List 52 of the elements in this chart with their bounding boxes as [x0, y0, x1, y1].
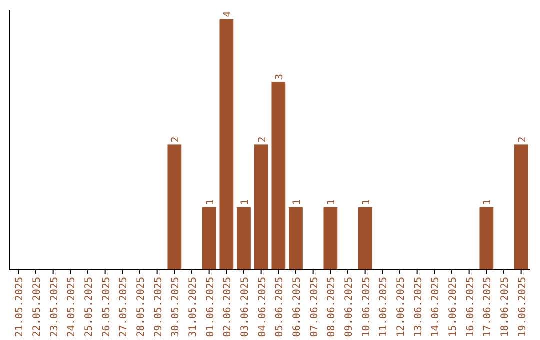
- x-tick-label: 15.06.2025: [448, 277, 459, 338]
- bar: [220, 19, 234, 270]
- bar: [237, 207, 251, 270]
- data-label: 2: [257, 136, 268, 143]
- x-tick-label: 08.06.2025: [326, 277, 338, 338]
- data-label: 1: [482, 199, 494, 206]
- data-label: 2: [517, 136, 528, 143]
- x-tick-label: 24.05.2025: [66, 277, 78, 338]
- x-tick-label: 07.06.2025: [309, 277, 320, 338]
- x-tick-label: 29.05.2025: [153, 277, 164, 338]
- bar: [358, 207, 372, 270]
- x-tick-label: 03.06.2025: [240, 277, 251, 338]
- x-tick-label: 31.05.2025: [188, 277, 199, 338]
- x-tick-label: 05.06.2025: [274, 277, 286, 338]
- bar: [254, 144, 268, 270]
- x-tick-label: 13.06.2025: [413, 277, 424, 338]
- x-tick-label: 14.06.2025: [430, 277, 442, 338]
- x-tick-label: 02.06.2025: [222, 277, 234, 338]
- x-tick-label: 30.05.2025: [170, 277, 182, 338]
- x-tick-label: 06.06.2025: [292, 277, 303, 338]
- bar: [272, 82, 286, 270]
- x-tick-label: 28.05.2025: [136, 277, 147, 338]
- data-label: 1: [205, 199, 216, 206]
- data-label: 4: [222, 11, 234, 18]
- x-tick-label: 25.05.2025: [84, 277, 95, 338]
- x-tick-label: 16.06.2025: [465, 277, 476, 338]
- x-tick-label: 23.05.2025: [49, 277, 60, 338]
- x-tick-label: 18.06.2025: [500, 277, 511, 338]
- bar: [289, 207, 303, 270]
- data-label: 1: [326, 199, 338, 206]
- x-tick-label: 19.06.2025: [517, 277, 528, 338]
- x-tick-label: 11.06.2025: [378, 277, 390, 338]
- bar: [514, 144, 528, 270]
- x-tick-label: 09.06.2025: [344, 277, 355, 338]
- bar: [480, 207, 494, 270]
- x-tick-label: 21.05.2025: [14, 277, 26, 338]
- data-label: 2: [170, 136, 182, 143]
- data-label: 3: [274, 74, 286, 80]
- data-label: 1: [292, 199, 303, 206]
- x-tick-label: 10.06.2025: [361, 277, 372, 338]
- bar: [324, 207, 338, 270]
- bar: [168, 144, 182, 270]
- data-label: 1: [361, 199, 372, 206]
- x-tick-label: 22.05.2025: [32, 277, 43, 338]
- x-tick-label: 01.06.2025: [205, 277, 216, 338]
- x-tick-label: 26.05.2025: [101, 277, 112, 338]
- bar: [202, 207, 216, 270]
- x-tick-label: 27.05.2025: [118, 277, 130, 338]
- data-label: 1: [240, 199, 251, 206]
- x-tick-label: 04.06.2025: [257, 277, 268, 338]
- x-tick-label: 12.06.2025: [396, 277, 407, 338]
- x-tick-label: 17.06.2025: [482, 277, 494, 338]
